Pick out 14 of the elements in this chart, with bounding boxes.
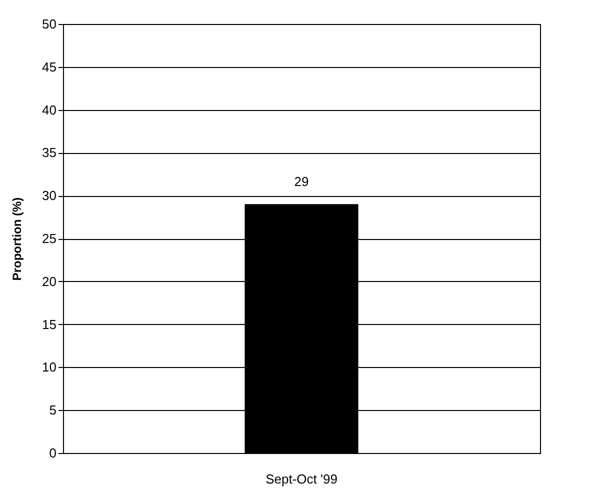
y-tick-label: 10 xyxy=(42,360,56,375)
y-tick-label: 5 xyxy=(49,402,56,418)
y-tick-label: 15 xyxy=(42,316,56,332)
y-tick-label: 30 xyxy=(42,188,56,204)
y-tick-label: 35 xyxy=(42,145,56,160)
y-tick-label: 45 xyxy=(42,59,56,74)
x-tick-label: Sept-Oct '99 xyxy=(266,472,338,486)
y-tick-label: 50 xyxy=(42,16,56,32)
y-axis-title: Proportion (%) xyxy=(10,197,24,281)
data-label: 29 xyxy=(294,174,309,190)
y-tick-label: 25 xyxy=(42,231,56,246)
y-tick-label: 40 xyxy=(42,102,56,118)
y-tick-label: 0 xyxy=(49,446,56,460)
y-tick-label: 20 xyxy=(42,274,56,289)
